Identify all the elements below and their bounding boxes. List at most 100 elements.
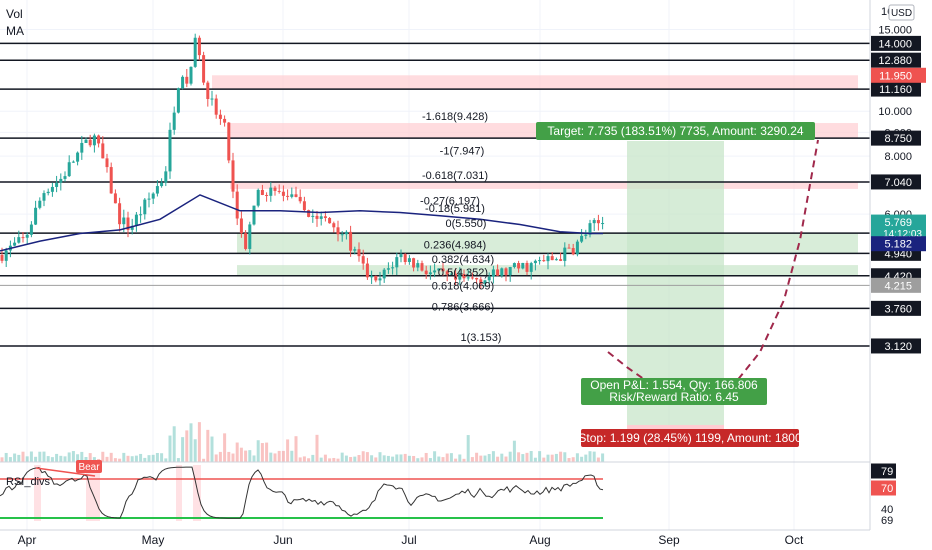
candle-body <box>67 162 71 177</box>
candle-body <box>437 268 441 271</box>
volume-bar <box>365 452 369 462</box>
candle-body <box>277 190 281 192</box>
candle-body <box>466 277 470 279</box>
volume-bar <box>29 451 33 462</box>
volume-bar <box>391 456 395 462</box>
candle-body <box>584 234 588 236</box>
candle-body <box>21 237 25 239</box>
price-badge-0 <box>871 67 926 83</box>
volume-bar <box>483 455 487 462</box>
candle-body <box>13 242 17 246</box>
level-badge-text-0: 14.000 <box>878 38 912 50</box>
volume-bar <box>269 452 273 462</box>
fib-label-5: 0(5.550) <box>446 218 487 230</box>
volume-bar <box>63 456 67 462</box>
volume-bar <box>113 458 117 462</box>
candle-body <box>349 231 353 251</box>
support-zone-3 <box>237 233 858 254</box>
candle-body <box>428 272 432 275</box>
stop-label[interactable]: Stop: 1.199 (28.45%) 1199, Amount: 1800 <box>578 429 802 447</box>
candle-body <box>340 234 344 236</box>
time-axis[interactable]: Apr May Jun Jul Aug Sep Oct <box>0 529 870 547</box>
volume-bar <box>168 435 172 462</box>
candle-body <box>483 280 487 284</box>
volume-bar <box>248 450 252 462</box>
volume-bar <box>344 455 348 462</box>
volume-bar <box>92 457 96 462</box>
volume-bar <box>118 458 122 462</box>
candle-body <box>17 237 21 243</box>
candle-body <box>248 224 252 249</box>
candle-body <box>470 277 474 279</box>
candle-body <box>601 223 605 225</box>
candle-body <box>34 207 38 225</box>
candle-body <box>332 223 336 228</box>
bear-label-box <box>76 460 102 473</box>
time-tick-4: Aug <box>529 533 550 547</box>
volume-bar <box>109 452 113 462</box>
candle-body <box>286 195 290 197</box>
candle-body <box>0 254 4 261</box>
rr-label-text: Risk/Reward Ratio: 6.45 <box>609 390 739 404</box>
level-badge-text-3: 8.750 <box>884 133 912 145</box>
currency-badge[interactable] <box>888 4 915 21</box>
candle-body <box>361 256 365 264</box>
volume-bar <box>84 457 88 462</box>
volume-bar <box>25 456 29 462</box>
candle-body <box>357 249 361 257</box>
candle-body <box>126 217 130 230</box>
volume-bar <box>441 457 445 462</box>
candle-body <box>512 263 516 268</box>
candle-body <box>496 269 500 276</box>
candle-body <box>269 187 273 196</box>
candle-body <box>412 258 416 268</box>
candle-body <box>109 167 113 194</box>
candle-body <box>84 139 88 143</box>
volume-bar <box>260 443 264 462</box>
volume-bar <box>134 455 138 462</box>
price-badge-2 <box>871 236 926 252</box>
candle-body <box>122 217 126 225</box>
resistance-zone-0 <box>212 75 858 90</box>
volume-bar <box>575 453 579 462</box>
candle-body <box>370 275 374 278</box>
countdown-text: 14:12:03 <box>883 229 922 240</box>
fib-label-0: -1.618(9.428) <box>422 111 488 123</box>
candle-body <box>592 220 596 224</box>
candle-body <box>63 176 67 179</box>
volume-bar <box>160 453 164 462</box>
volume-bar <box>202 458 206 462</box>
volume-bar <box>466 435 470 462</box>
candle-body <box>118 203 122 225</box>
candle-body <box>353 249 357 251</box>
candle-body <box>92 135 96 146</box>
volume-bar <box>50 457 54 462</box>
candle-body <box>487 276 491 281</box>
fib-label-6: 0.236(4.984) <box>424 240 486 252</box>
candle-body <box>202 55 206 83</box>
level-badge-text-1: 12.880 <box>878 55 912 67</box>
rsi-label: RSI_divs <box>6 476 51 488</box>
volume-bar <box>529 451 533 462</box>
rsi-pane[interactable]: Bear RSI_divs <box>0 460 604 521</box>
volume-bar <box>521 454 525 462</box>
rsi-line <box>0 466 604 519</box>
candle-body <box>491 269 495 277</box>
candle-body <box>176 88 180 113</box>
fib-label-10: 0.786(3.666) <box>432 301 494 313</box>
fib-label-1: -1(7.947) <box>440 146 485 158</box>
candle-body <box>403 254 407 263</box>
fibonacci-labels: -1.618(9.428) -1(7.947) -0.618(7.031) -0.27… <box>420 111 501 344</box>
volume-bar <box>580 456 584 462</box>
candle-body <box>596 220 600 224</box>
candle-body <box>151 193 155 199</box>
candle-body <box>97 135 101 144</box>
volume-bar <box>407 455 411 462</box>
pnl-label[interactable]: Open P&L: 1.554, Qty: 166.806 Risk/Rewar… <box>581 378 767 405</box>
candle-body <box>307 210 311 217</box>
candle-body <box>559 259 563 261</box>
target-label[interactable]: Target: 7.735 (183.51%) 7735, Amount: 32… <box>536 122 815 140</box>
